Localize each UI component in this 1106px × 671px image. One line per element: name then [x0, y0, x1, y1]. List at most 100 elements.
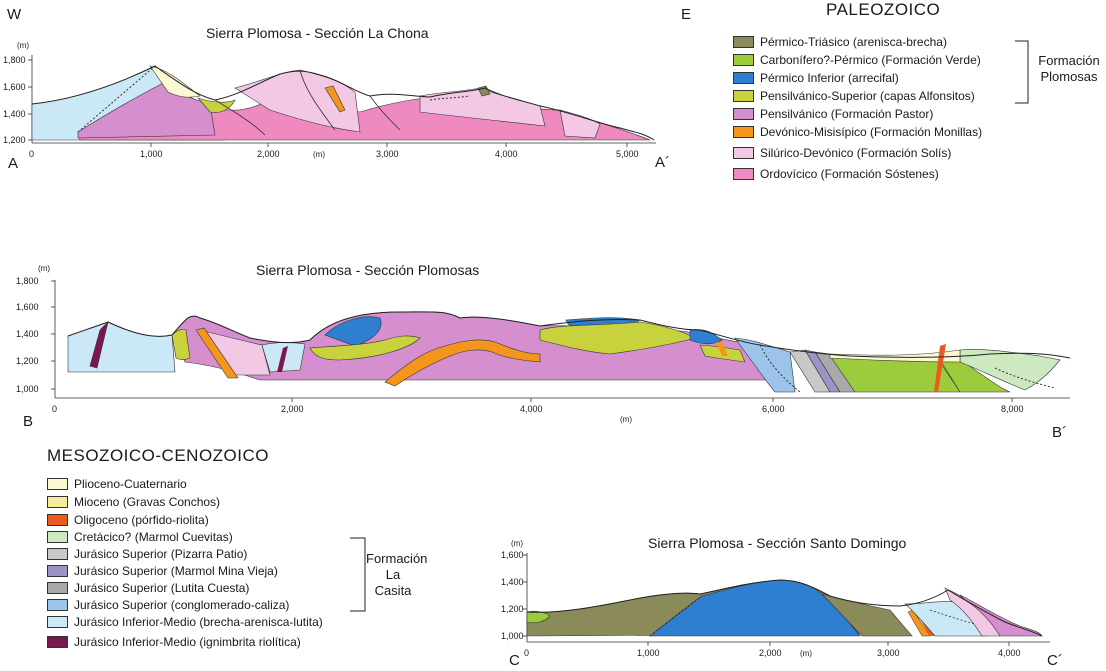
- section-c-x-tick: 0: [524, 648, 530, 658]
- legend-label: Ordovícico (Formación Sóstenes): [760, 167, 939, 181]
- section-a-y-tick: 1,400: [3, 109, 26, 119]
- section-c-x-tick: 2,000: [759, 648, 782, 658]
- unit-pensilvanico-superior: [197, 97, 236, 113]
- legend-item: Pensilvánico-Superior (capas Alfonsitos): [733, 88, 975, 104]
- section-a-y-unit: (m): [17, 41, 29, 50]
- section-c-x-tick: 1,000: [637, 648, 660, 658]
- section-a-x-tick: 5,000: [616, 149, 639, 159]
- legend-item: Silúrico-Devónico (Formación Solís): [733, 145, 951, 161]
- legend-item: Pensilvánico (Formación Pastor): [733, 106, 933, 122]
- section-c-y-tick: 1,200: [501, 604, 524, 614]
- section-c-start-label: C: [509, 652, 520, 669]
- unit-plioceno-cuaternario: [149, 65, 201, 98]
- section-a-y-tick: 1,200: [3, 135, 26, 145]
- section-c-x-tick: 3,000: [877, 648, 900, 658]
- section-b-x-tick: 6,000: [762, 404, 785, 414]
- legend-label: Pensilvánico (Formación Pastor): [760, 107, 934, 121]
- section-a-start-label: A: [8, 155, 19, 172]
- section-a-graphic: [28, 55, 656, 147]
- group-label-line2: La Casita: [374, 567, 412, 598]
- section-b-y-tick: 1,600: [16, 302, 39, 312]
- legend-swatch: [47, 514, 68, 526]
- section-b-y-unit: (m): [38, 264, 50, 273]
- legend-swatch: [733, 126, 754, 138]
- section-a-end-label: A´: [655, 154, 670, 171]
- legend-label: Carbonífero?-Pérmico (Formación Verde): [760, 53, 981, 67]
- group-label-line1: Formación: [366, 551, 428, 566]
- section-a-x-tick: 4,000: [495, 149, 518, 159]
- section-b-x-tick: 4,000: [520, 404, 543, 414]
- legend-item: Jurásico Superior (Pizarra Patio): [47, 546, 247, 562]
- bracket-paleozoico: [1015, 40, 1029, 104]
- legend-swatch: [733, 147, 754, 159]
- legend-label: Plioceno-Cuaternario: [74, 477, 187, 491]
- legend-label: Jurásico Superior (conglomerado-caliza): [74, 598, 290, 612]
- legend-item: Cretácico? (Marmol Cuevitas): [47, 529, 233, 545]
- section-a-y-tick: 1,800: [3, 55, 26, 65]
- west-label: W: [7, 6, 22, 23]
- section-a-y-tick: 1,600: [3, 82, 26, 92]
- group-label-line1: Formación: [1038, 53, 1100, 68]
- legend-paleozoico-heading: PALEOZOICO: [826, 0, 941, 19]
- legend-swatch: [733, 72, 754, 84]
- group-label-line2: Plomosas: [1040, 69, 1098, 84]
- legend-label: Jurásico Superior (Lutita Cuesta): [74, 581, 250, 595]
- legend-mesozoico-group: Formación La Casita: [366, 551, 428, 599]
- legend-item: Mioceno (Gravas Conchos): [47, 494, 220, 510]
- section-b-x-unit: (m): [620, 415, 632, 424]
- section-c-y-tick: 1,600: [501, 550, 524, 560]
- legend-label: Pérmico-Triásico (arenisca-brecha): [760, 35, 947, 49]
- legend-label: Jurásico Inferior-Medio (ignimbrita riol…: [74, 635, 301, 649]
- east-label: E: [681, 6, 692, 23]
- section-b-x-tick: 8,000: [1001, 404, 1024, 414]
- legend-swatch: [733, 54, 754, 66]
- section-b-y-tick: 1,000: [16, 384, 39, 394]
- section-a-x-tick: 2,000: [257, 149, 280, 159]
- section-b-y-tick: 1,800: [16, 276, 39, 286]
- section-b-end-label: B´: [1052, 424, 1067, 441]
- legend-item: Jurásico Inferior-Medio (brecha-arenisca…: [47, 614, 323, 630]
- section-c-x-tick: 4,000: [998, 648, 1021, 658]
- legend-swatch: [47, 531, 68, 543]
- section-c-graphic: [523, 553, 1050, 646]
- legend-swatch: [47, 599, 68, 611]
- legend-item: Oligoceno (pórfido-riolita): [47, 512, 209, 528]
- legend-label: Pérmico Inferior (arrecifal): [760, 71, 899, 85]
- legend-swatch: [733, 90, 754, 102]
- legend-swatch: [47, 496, 68, 508]
- legend-label: Silúrico-Devónico (Formación Solís): [760, 146, 952, 160]
- legend-label: Oligoceno (pórfido-riolita): [74, 513, 209, 527]
- section-b-x-tick: 0: [52, 404, 58, 414]
- legend-label: Jurásico Inferior-Medio (brecha-arenisca…: [74, 615, 323, 629]
- legend-item: Jurásico Superior (Marmol Mina Vieja): [47, 563, 278, 579]
- section-c-y-unit: (m): [511, 539, 523, 548]
- legend-swatch: [47, 636, 68, 648]
- section-b-title: Sierra Plomosa - Sección Plomosas: [256, 262, 480, 278]
- legend-label: Cretácico? (Marmol Cuevitas): [74, 530, 233, 544]
- legend-swatch: [733, 108, 754, 120]
- legend-item: Jurásico Superior (conglomerado-caliza): [47, 597, 289, 613]
- section-a-x-tick: 3,000: [376, 149, 399, 159]
- bracket-mesozoico: [350, 537, 366, 612]
- legend-item: Ordovícico (Formación Sóstenes): [733, 166, 939, 182]
- legend-item: Plioceno-Cuaternario: [47, 476, 187, 492]
- section-b-graphic: [51, 280, 1071, 402]
- legend-item: Devónico-Misisípico (Formación Monillas): [733, 124, 982, 140]
- section-c-y-tick: 1,000: [501, 631, 524, 641]
- legend-item: Pérmico Inferior (arrecifal): [733, 70, 899, 86]
- legend-item: Jurásico Inferior-Medio (ignimbrita riol…: [47, 634, 301, 650]
- legend-item: Carbonífero?-Pérmico (Formación Verde): [733, 52, 981, 68]
- section-a-x-tick: 0: [29, 149, 35, 159]
- section-b-y-tick: 1,200: [16, 356, 39, 366]
- section-b-start-label: B: [23, 413, 34, 430]
- section-c-x-unit: (m): [800, 649, 812, 658]
- legend-label: Jurásico Superior (Pizarra Patio): [74, 547, 248, 561]
- legend-label: Devónico-Misisípico (Formación Monillas): [760, 125, 983, 139]
- legend-swatch: [47, 582, 68, 594]
- legend-label: Jurásico Superior (Marmol Mina Vieja): [74, 564, 278, 578]
- section-b-x-tick: 2,000: [281, 404, 304, 414]
- legend-mesozoico-heading: MESOZOICO-CENOZOICO: [47, 446, 269, 465]
- section-b-y-tick: 1,400: [16, 329, 39, 339]
- legend-swatch: [47, 565, 68, 577]
